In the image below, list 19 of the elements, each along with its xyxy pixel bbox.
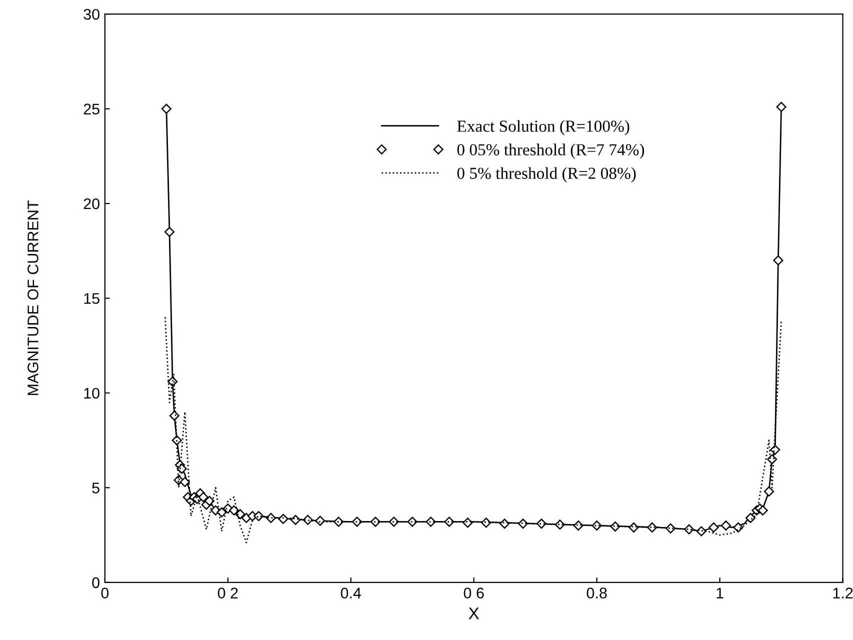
x-tick-label: 1 — [716, 588, 724, 598]
legend-label: 0 5% threshold (R=2 08%) — [457, 167, 636, 182]
x-axis-title: X — [468, 608, 480, 620]
y-tick-label: 25 — [84, 104, 100, 114]
y-tick-label: 15 — [84, 293, 100, 304]
x-tick-label: 1.2 — [833, 588, 853, 598]
legend-label: Exact Solution (R=100%) — [457, 120, 630, 136]
y-tick-label: 10 — [84, 388, 100, 399]
y-tick-label: 0 — [92, 577, 100, 588]
x-tick-label: 0 — [101, 588, 109, 598]
x-tick-label: 0.8 — [586, 588, 607, 598]
x-tick-label: 0 2 — [218, 588, 238, 598]
y-tick-label: 20 — [84, 198, 100, 210]
y-axis-title: MAGNITUDE OF CURRENT — [28, 200, 38, 396]
y-tick-label: 30 — [84, 8, 100, 20]
x-tick-label: 0.4 — [340, 588, 362, 598]
y-tick-label: 5 — [92, 482, 100, 494]
legend-label: 0 05% threshold (R=7 74%) — [457, 144, 644, 159]
x-tick-label: 0 6 — [464, 588, 484, 598]
